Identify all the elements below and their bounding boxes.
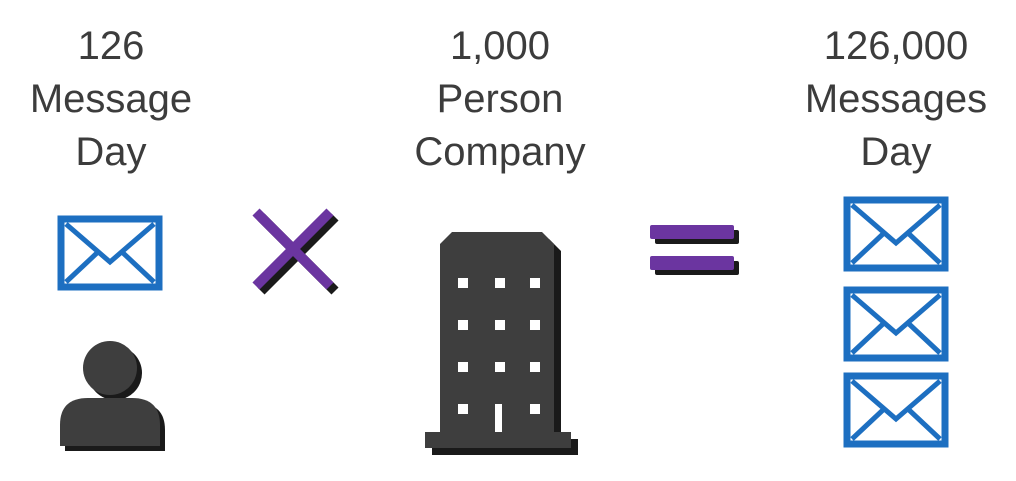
person-icon bbox=[60, 341, 165, 451]
company-size-label: 1,000 Person Company bbox=[380, 20, 620, 179]
total-rate-label: 126,000 Messages Day bbox=[776, 20, 1016, 179]
total-period: Day bbox=[860, 130, 932, 174]
per-person-count: 126 bbox=[77, 24, 145, 68]
envelope-icon bbox=[847, 290, 945, 358]
total-count: 126,000 bbox=[823, 24, 969, 68]
equals-icon bbox=[650, 225, 739, 275]
company-noun: Company bbox=[414, 130, 586, 174]
envelope-icon bbox=[847, 376, 945, 444]
envelope-icon bbox=[61, 219, 159, 287]
multiply-icon bbox=[252, 208, 339, 295]
company-headcount: 1,000 bbox=[449, 24, 551, 68]
total-unit: Messages bbox=[804, 77, 988, 121]
per-person-period: Day bbox=[75, 130, 147, 174]
company-unit: Person bbox=[436, 77, 564, 121]
office-building-icon bbox=[425, 232, 578, 455]
envelope-icon bbox=[847, 200, 945, 268]
per-person-rate-label: 126 Message Day bbox=[0, 20, 231, 179]
per-person-unit: Message bbox=[29, 77, 193, 121]
